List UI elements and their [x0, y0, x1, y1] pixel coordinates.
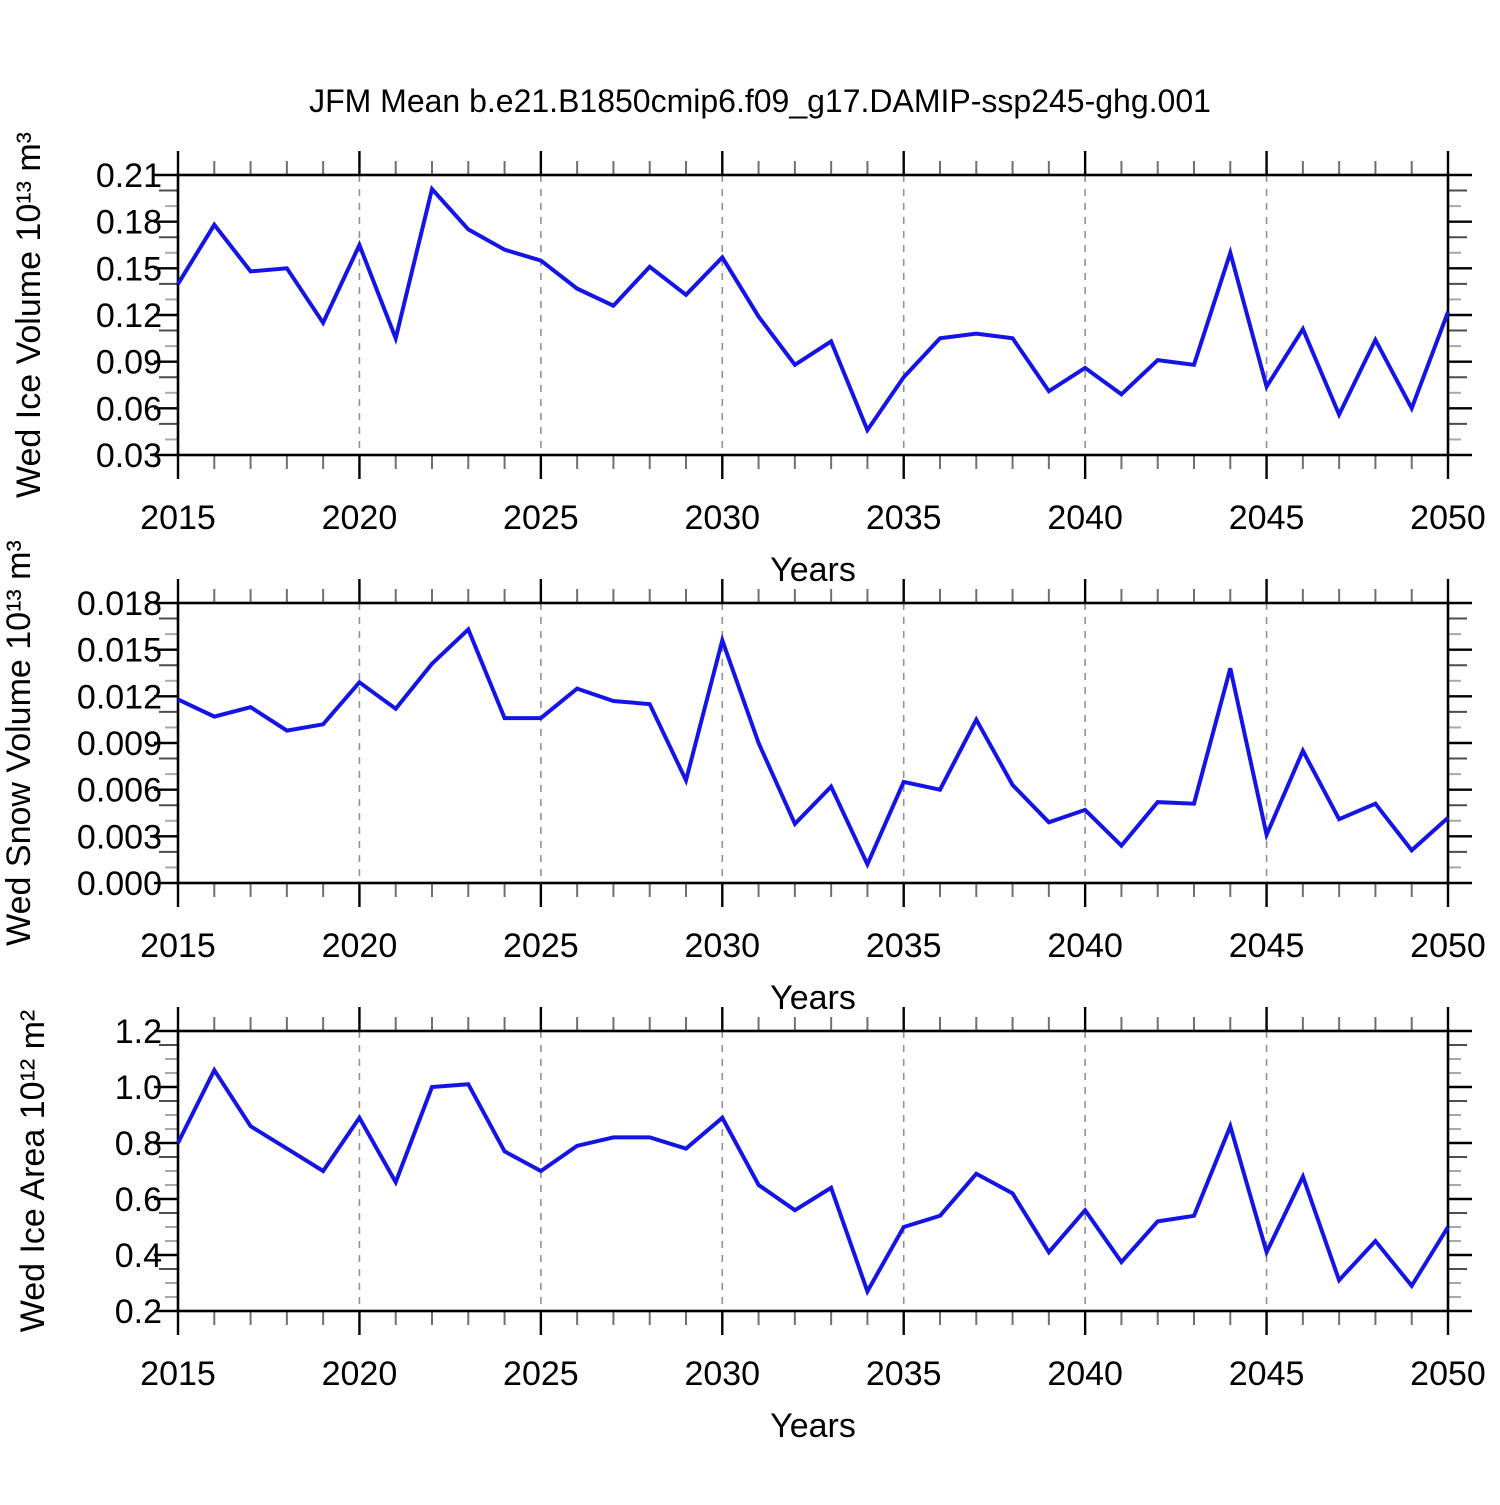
y-tick-label: 0.009: [77, 725, 162, 763]
x-tick-label: 2040: [1047, 927, 1123, 965]
x-axis-title: Years: [770, 551, 856, 589]
y-tick-label: 0.6: [115, 1181, 162, 1219]
y-tick-label: 0.012: [77, 678, 162, 716]
x-tick-label: 2015: [140, 927, 216, 965]
x-tick-label: 2035: [866, 927, 942, 965]
x-axis-title: Years: [770, 1407, 856, 1445]
axis-box: [176, 1029, 1450, 1313]
x-tick-label: 2020: [322, 499, 398, 537]
y-tick-label: 0.003: [77, 818, 162, 856]
y-tick-label: 0.06: [96, 390, 162, 428]
x-tick-label: 2035: [866, 499, 942, 537]
y-tick-label: 1.2: [115, 1013, 162, 1051]
y-tick-label: 0.000: [77, 865, 162, 903]
x-tick-label: 2045: [1229, 1355, 1305, 1393]
x-tick-label: 2020: [322, 1355, 398, 1393]
panel-wed-ice-volume-m: 2015 2020 2025 2030 2035 2040 2045 2050 0.03 0.06…: [10, 132, 1486, 589]
y-tick-label: 0.03: [96, 437, 162, 475]
panels: 2015 2020 2025 2030 2035 2040 2045 2050 0.03 0.06…: [0, 132, 1486, 1445]
y-axis-title: Wed Snow Volume 10¹³ m³: [0, 540, 38, 946]
y-tick-label: 0.006: [77, 772, 162, 810]
x-tick-label: 2045: [1229, 927, 1305, 965]
y-tick-label: 0.12: [96, 297, 162, 335]
panel-wed-snow-volume-m: 2015 2020 2025 2030 2035 2040 2045 2050 0.000 0.0…: [0, 540, 1486, 1017]
y-axis-title: Wed Ice Area 10¹² m²: [14, 1010, 52, 1333]
x-tick-label: 2025: [503, 1355, 579, 1393]
y-axis-title: Wed Ice Volume 10¹³ m³: [10, 132, 48, 498]
y-tick-label: 0.2: [115, 1293, 162, 1331]
data-line: [176, 184, 1450, 435]
y-tick-label: 0.015: [77, 632, 162, 670]
y-tick-label: 0.09: [96, 344, 162, 382]
x-tick-label: 2030: [684, 499, 760, 537]
x-tick-label: 2025: [503, 499, 579, 537]
x-tick-label: 2050: [1410, 927, 1486, 965]
y-tick-label: 0.15: [96, 250, 162, 288]
y-tick-label: 0.21: [96, 157, 162, 195]
x-tick-label: 2015: [140, 1355, 216, 1393]
x-tick-label: 2020: [322, 927, 398, 965]
x-tick-label: 2050: [1410, 1355, 1486, 1393]
x-tick-label: 2030: [684, 927, 760, 965]
x-tick-label: 2025: [503, 927, 579, 965]
x-axis-title: Years: [770, 979, 856, 1017]
x-tick-label: 2035: [866, 1355, 942, 1393]
x-tick-label: 2040: [1047, 1355, 1123, 1393]
y-tick-label: 0.4: [115, 1237, 162, 1275]
y-tick-label: 1.0: [115, 1069, 162, 1107]
axis-box: [176, 601, 1450, 885]
y-tick-label: 0.8: [115, 1125, 162, 1163]
data-line: [176, 1066, 1450, 1297]
x-tick-label: 2045: [1229, 499, 1305, 537]
x-tick-label: 2040: [1047, 499, 1123, 537]
y-tick-label: 0.18: [96, 204, 162, 242]
x-tick-label: 2050: [1410, 499, 1486, 537]
panel-wed-ice-area-m: 2015 2020 2025 2030 2035 2040 2045 2050 0.2 0.4 0.…: [14, 1007, 1486, 1445]
chart-title: JFM Mean b.e21.B1850cmip6.f09_g17.DAMIP-…: [309, 83, 1211, 119]
x-tick-label: 2015: [140, 499, 216, 537]
x-tick-label: 2030: [684, 1355, 760, 1393]
data-line: [177, 625, 1450, 870]
y-tick-label: 0.018: [77, 585, 162, 623]
